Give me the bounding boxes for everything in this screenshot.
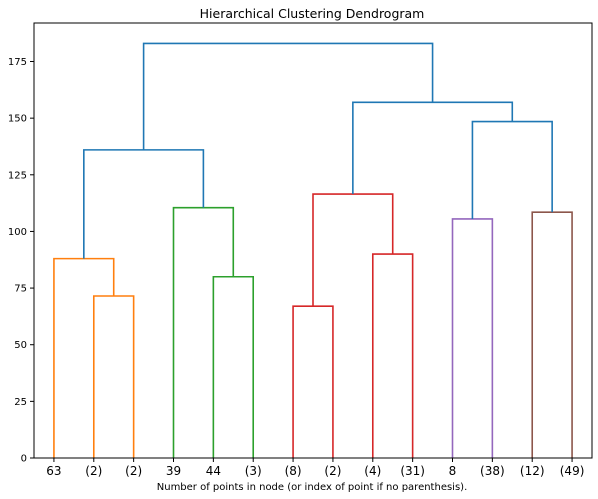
plot-frame xyxy=(33,22,593,459)
dendrogram-link xyxy=(451,218,494,458)
leaf-label: 8 xyxy=(449,464,457,478)
leaf-label: 44 xyxy=(206,464,221,478)
leaf-label: (31) xyxy=(400,464,425,478)
dendrogram-link xyxy=(352,101,514,195)
leaf-label: (12) xyxy=(520,464,545,478)
y-tick-label: 150 xyxy=(8,114,27,125)
links-layer xyxy=(53,42,573,458)
y-tick-label: 0 xyxy=(21,454,27,465)
leaf-label: (4) xyxy=(364,464,381,478)
dendrogram-link xyxy=(312,193,394,307)
leaf-label: 39 xyxy=(166,464,181,478)
y-tick-label: 50 xyxy=(14,340,27,351)
leaf-label: (2) xyxy=(125,464,142,478)
dendrogram-link xyxy=(471,120,553,219)
dendrogram-link xyxy=(531,211,573,458)
leaf-label: (8) xyxy=(285,464,302,478)
dendrogram-link xyxy=(92,295,135,458)
leaf-label: (38) xyxy=(480,464,505,478)
y-tick-label: 75 xyxy=(14,284,27,295)
dendrogram-link xyxy=(212,275,255,458)
dendrogram-link xyxy=(371,253,414,458)
dendrogram-link xyxy=(53,257,115,458)
dendrogram-link xyxy=(83,149,205,259)
y-tick-label: 125 xyxy=(8,170,27,181)
chart-title: Hierarchical Clustering Dendrogram xyxy=(200,6,425,21)
dendrogram-link xyxy=(142,42,434,150)
leaf-label: (49) xyxy=(560,464,585,478)
leaf-label: (3) xyxy=(245,464,262,478)
y-tick-label: 175 xyxy=(8,57,27,68)
leaf-label: (2) xyxy=(85,464,102,478)
x-axis-label: Number of points in node (or index of po… xyxy=(157,482,468,493)
dendrogram-link xyxy=(292,305,334,458)
leaf-label: (2) xyxy=(324,464,341,478)
dendrogram-link xyxy=(172,206,235,458)
leaf-label: 63 xyxy=(46,464,61,478)
ticks-layer: 0 25 50 75 100 125 150 175 63 (2) (2) 39 44 (3) (8) (2)… xyxy=(8,57,584,478)
y-tick-label: 100 xyxy=(8,227,27,238)
y-tick-label: 25 xyxy=(14,397,27,408)
